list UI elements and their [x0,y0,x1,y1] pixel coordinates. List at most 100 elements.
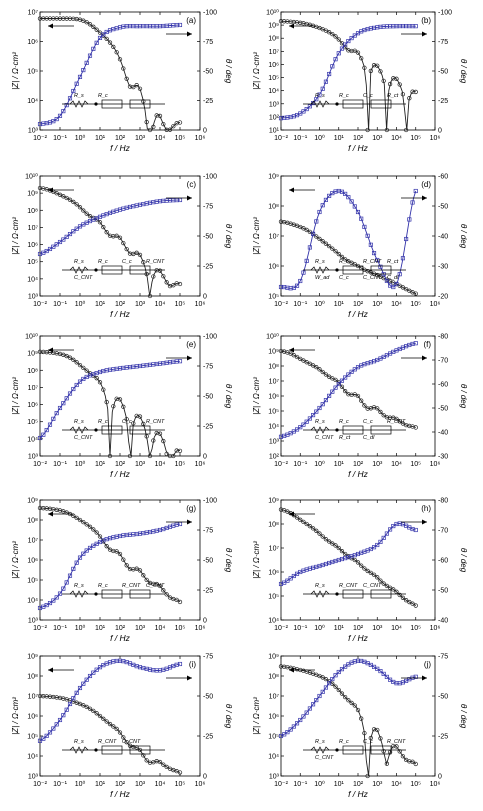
x-tick-label: 10¹ [334,625,345,632]
modulus-series-fit-line [280,20,416,131]
phase-series-point [47,422,53,427]
modulus-series-point [114,726,119,732]
phase-series-point [410,200,415,205]
y-left-tick-label: 10¹ [269,128,280,135]
modulus-series-point [339,691,345,696]
x-tick-label: 10⁵ [410,625,421,632]
phase-series-fit-line [39,199,181,255]
y-left-tick-label: 10³ [28,294,39,301]
y-right-tick-label: -40 [438,618,448,625]
circuit-element-label: R_CNT [98,739,117,745]
y-left-tick-label: 10³ [28,454,39,461]
phase-series [37,658,183,743]
phase-series-fit-line [39,360,181,439]
phase-series [278,24,418,121]
x-tick-label: 10⁴ [155,461,166,468]
y-left-tick-label: 10⁹ [27,351,38,358]
modulus-series-point [362,566,367,571]
y-left-tick-label: 10⁵ [27,734,38,741]
modulus-series-point [101,387,106,392]
phase-series-point [384,674,389,679]
x-tick-label: 10⁵ [175,135,186,142]
circuit-node [94,592,98,596]
modulus-series-point [77,517,83,523]
legend-arrow-right-head [187,355,192,361]
modulus-series-point [413,425,418,430]
x-tick-label: 10¹ [334,781,345,788]
modulus-series-point [84,368,89,373]
rc-element [370,99,392,109]
modulus-series-point [94,27,99,32]
resistor-symbol [310,266,330,274]
modulus-series-point [333,249,338,254]
y-right-tick-label: 0 [203,294,207,301]
x-tick-label: 10¹ [95,625,106,632]
modulus-series-point [349,392,354,397]
phase-series-point [327,393,332,398]
phase-series-point [336,669,341,675]
modulus-series-point [368,68,373,74]
modulus-series-point [375,406,380,411]
modulus-series-point [333,34,338,39]
phase-series-point [413,188,418,194]
modulus-series-point [320,239,325,244]
phase-series-point [320,402,325,407]
rc-element [101,425,123,435]
modulus-series-point [161,121,166,127]
rc-element [342,99,364,109]
rc-element [342,745,364,755]
circuit-element-label: R_CNT [122,583,141,589]
circuit-element-label: C_CNT [146,583,165,589]
x-tick-label: 10⁵ [175,781,186,788]
circuit-element-label: R_CNT [339,583,358,589]
modulus-series-point [352,48,357,53]
plot-frame [39,655,201,777]
circuit-element-label: R_c [339,259,349,265]
circuit-element-label: C_c [363,93,373,99]
x-tick-label: 10⁻¹ [53,301,67,308]
x-tick-label: 10³ [372,135,383,142]
y-right-tick-label: -80 [438,498,448,505]
modulus-series-point [177,281,183,287]
y-left-tick-label: 10² [269,114,280,121]
phase-series-point [375,257,380,263]
modulus-series-point [323,372,329,377]
modulus-series-point [400,92,406,97]
modulus-series-point [326,30,332,35]
modulus-series-fit-line [40,18,181,131]
rc-element [129,425,151,435]
circuit-element-label: C_c [363,739,373,745]
x-axis-label: f / Hz [110,309,131,319]
phase-series-point [307,706,312,711]
y-left-tick-label: 10¹⁰ [266,333,279,341]
phase-series-point [381,535,386,540]
modulus-series-point [378,578,383,583]
y-right-tick-label: -75 [203,204,213,211]
y-right-tick-label: -70 [438,358,448,365]
y-right-tick-label: -50 [203,558,213,565]
phase-series [37,521,183,611]
x-tick-label: 10³ [135,625,146,632]
x-tick-label: 10³ [372,461,383,468]
x-tick-label: 10⁵ [410,461,421,468]
phase-series-point [311,231,316,236]
modulus-series-point [394,589,399,594]
modulus-series-point [371,572,377,577]
phase-series-point [54,411,59,416]
phase-series-point [346,39,351,44]
phase-series-point [71,696,76,701]
modulus-series-point [91,708,96,714]
circuit-element-label: C_CNT [363,583,382,589]
modulus-series-point [74,360,79,365]
x-tick-label: 10¹ [334,135,345,142]
y-left-tick-label: 10³ [269,439,280,446]
x-tick-label: 10⁶ [430,301,441,308]
y-left-tick-label: 10⁵ [268,594,279,601]
phase-series-point [304,258,309,263]
y-right-tick-label: -20 [438,294,448,301]
y-left-tick-label: 10⁹ [268,349,279,356]
modulus-series-point [400,754,406,759]
y-right-tick-label: -100 [203,334,217,341]
x-tick-label: 10⁻² [274,135,288,142]
